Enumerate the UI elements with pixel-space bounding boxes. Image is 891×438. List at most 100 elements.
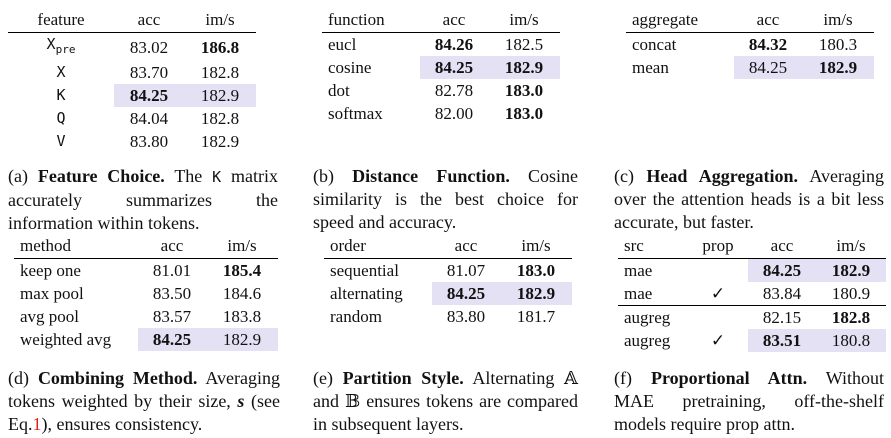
col-header: acc (137, 10, 161, 29)
feature-subscript: pre (55, 43, 76, 56)
table-feature-choice: feature acc im/s Xpre 83.02 186.8 X 83.7… (8, 8, 256, 153)
table-row: max pool 83.50 184.6 (14, 282, 278, 305)
table-b-wrapper: function acc im/s eucl 84.26 182.5 cosin… (322, 8, 560, 125)
cell-ims: 184.6 (222, 284, 262, 303)
caption-code: K (212, 168, 222, 186)
table-d-wrapper: method acc im/s keep one 81.01 185.4 max… (14, 234, 278, 351)
cell-ims: 181.7 (516, 307, 556, 326)
caption-text: Cosine similarity is the best choice for… (313, 166, 579, 232)
table-row: dot 82.78 183.0 (322, 79, 560, 102)
caption-title: Head Aggregation. (646, 166, 798, 186)
col-header: im/s (836, 236, 866, 255)
col-header: acc (770, 236, 794, 255)
caption-d: (d) Combining Method. Averaging tokens w… (8, 367, 280, 436)
cell-acc: 83.02 (129, 37, 169, 57)
cell-ims: 183.0 (504, 81, 544, 100)
table-row: concat 84.32 180.3 (626, 33, 874, 57)
table-row: softmax 82.00 183.0 (322, 102, 560, 125)
cell-acc: 84.25 (748, 258, 816, 282)
caption-tag: (e) (313, 368, 333, 388)
cell-acc: 84.26 (434, 35, 474, 54)
cell-feature: K (56, 86, 66, 104)
col-header: src (624, 236, 644, 255)
caption-b: (b) Distance Function. Cosine similarity… (313, 165, 578, 234)
col-header: order (330, 236, 366, 255)
caption-text: ), ensures consistency. (41, 414, 203, 434)
cell-acc: 82.78 (434, 81, 474, 100)
cell-acc: 83.70 (129, 63, 169, 82)
cell-acc: 84.25 (432, 282, 500, 305)
table-proportional-attn: src prop acc im/s mae 84.25 182.9 mae ✓ … (618, 234, 886, 352)
table-row: eucl 84.26 182.5 (322, 33, 560, 57)
col-header: prop (702, 236, 734, 255)
col-header: method (20, 236, 71, 255)
cell-acc: 84.25 (114, 84, 184, 107)
col-header: function (328, 10, 385, 29)
cell-name: sequential (330, 261, 399, 280)
caption-text: Averaging over the attention heads is a … (614, 166, 884, 232)
cell-ims: 183.8 (222, 307, 262, 326)
col-header: acc (454, 236, 478, 255)
cell-acc: 84.04 (129, 109, 169, 128)
caption-text: ensures tokens are compared in subsequen… (313, 391, 579, 434)
cell-acc: 84.25 (734, 56, 802, 79)
cell-ims: 182.9 (488, 56, 560, 79)
caption-text: Without MAE pretraining, off-the-shelf m… (614, 368, 885, 434)
cell-ims: 182.8 (816, 305, 886, 329)
cell-name: concat (632, 35, 677, 54)
cell-acc: 83.57 (152, 307, 192, 326)
cell-acc: 84.25 (420, 56, 488, 79)
table-row: sequential 81.07 183.0 (324, 259, 572, 283)
table-row-highlighted: weighted avg 84.25 182.9 (14, 328, 278, 351)
caption-symbol: 𝔹 (344, 391, 361, 412)
caption-title: Partition Style. (342, 368, 464, 388)
cell-acc: 84.25 (138, 328, 206, 351)
table-row: X 83.70 182.8 (8, 61, 256, 84)
cell-ims: 182.9 (184, 84, 256, 107)
table-combining-method: method acc im/s keep one 81.01 185.4 max… (14, 234, 278, 351)
cell-feature: Xpre (8, 33, 114, 62)
cell-ims: 182.9 (500, 282, 572, 305)
table-e-wrapper: order acc im/s sequential 81.07 183.0 al… (324, 234, 572, 328)
caption-f: (f) Proportional Attn. Without MAE pretr… (614, 367, 884, 436)
cell-acc: 83.80 (446, 307, 486, 326)
cell-ims: 186.8 (200, 37, 240, 57)
cell-ims: 182.8 (200, 63, 240, 82)
cell-name: max pool (20, 284, 84, 303)
table-row-highlighted: mae 84.25 182.9 (618, 258, 886, 282)
checkmark-icon: ✓ (710, 331, 726, 350)
table-row-highlighted: augreg ✓ 83.51 180.8 (618, 329, 886, 352)
cell-ims: 180.9 (831, 284, 871, 303)
cell-name: avg pool (20, 307, 80, 326)
equation-ref-link[interactable]: 1 (32, 414, 42, 434)
col-header: acc (756, 10, 780, 29)
col-header: im/s (227, 236, 257, 255)
caption-tag: (a) (8, 166, 28, 186)
col-header: im/s (521, 236, 551, 255)
table-row: Xpre 83.02 186.8 (8, 33, 256, 62)
cell-name: keep one (20, 261, 81, 280)
cell-ims: 182.9 (802, 56, 874, 79)
table-header: function acc im/s (322, 8, 560, 33)
table-row: V 83.80 182.9 (8, 130, 256, 153)
table-row: mae ✓ 83.84 180.9 (618, 282, 886, 306)
cell-feature: Q (56, 109, 66, 127)
table-partition-style: order acc im/s sequential 81.07 183.0 al… (324, 234, 572, 328)
col-header: feature (37, 10, 85, 29)
cell-ims: 180.3 (818, 35, 858, 54)
cell-ims: 182.9 (206, 328, 278, 351)
caption-text: and (313, 391, 339, 411)
cell-ims: 182.5 (504, 35, 544, 54)
caption-symbol: s (237, 391, 245, 411)
table-row-highlighted: K 84.25 182.9 (8, 84, 256, 107)
caption-text: Averaging tokens weighted by their size, (8, 368, 280, 411)
cell-ims: 183.0 (504, 104, 544, 123)
caption-tag: (c) (614, 166, 634, 186)
caption-title: Distance Function. (352, 166, 510, 186)
col-header: acc (442, 10, 466, 29)
table-header: order acc im/s (324, 234, 572, 259)
table-header: feature acc im/s (8, 8, 256, 33)
caption-title: Proportional Attn. (650, 368, 808, 388)
table-head-aggregation: aggregate acc im/s concat 84.32 180.3 me… (626, 8, 874, 79)
caption-text: matrix accurately summarizes the informa… (8, 166, 279, 233)
